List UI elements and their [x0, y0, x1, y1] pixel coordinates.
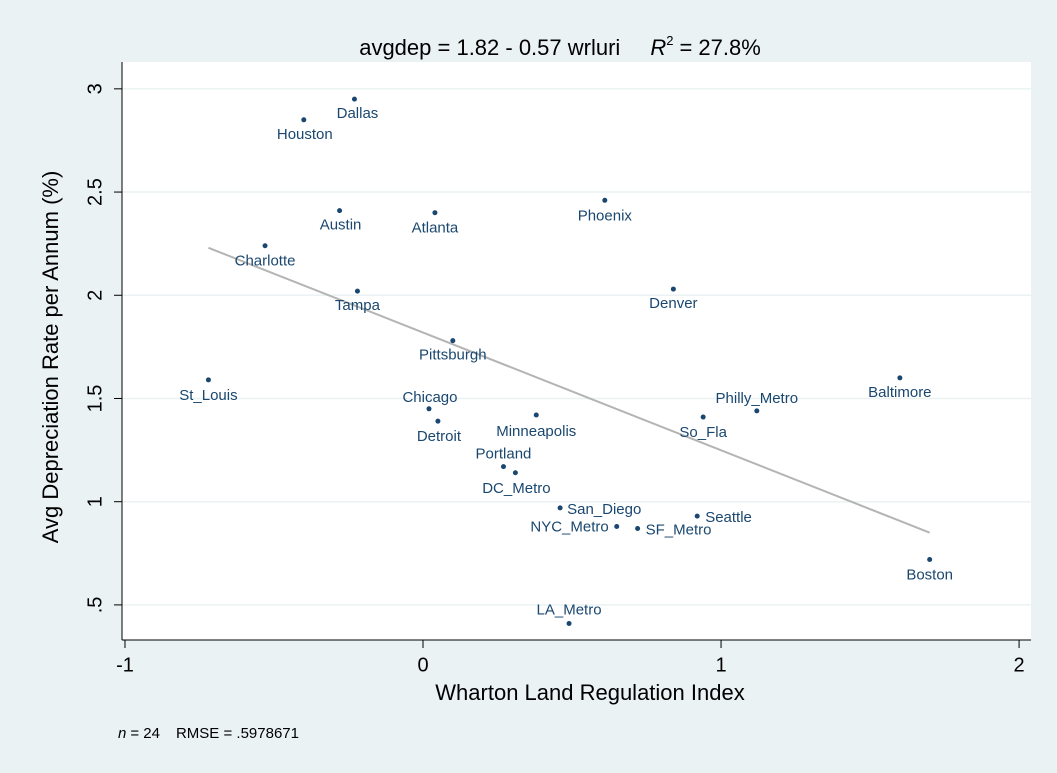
point-label: Phoenix: [578, 207, 633, 224]
footnote: n = 24 RMSE = .5978671: [118, 725, 299, 742]
y-tick-label: 2: [84, 290, 106, 301]
x-tick-label: -1: [116, 654, 134, 676]
point-label: So_Fla: [679, 424, 727, 441]
point-label: NYC_Metro: [530, 518, 608, 535]
point: [694, 513, 700, 519]
point: [426, 406, 432, 412]
point-label: Detroit: [417, 428, 462, 445]
y-tick-label: 2.5: [84, 178, 106, 206]
point-label: LA_Metro: [537, 601, 602, 618]
point: [754, 408, 760, 414]
point: [533, 412, 539, 418]
point: [614, 523, 620, 529]
n-symbol: n: [118, 725, 126, 742]
point-label: San_Diego: [567, 501, 641, 518]
fit-line: [208, 246, 931, 534]
point-label: DC_Metro: [482, 480, 550, 497]
point-label: Philly_Metro: [716, 390, 799, 407]
point-label: Pittsburgh: [419, 347, 487, 364]
point-label: Houston: [277, 126, 333, 143]
point: [205, 377, 211, 383]
point: [354, 288, 360, 294]
point-label: Minneapolis: [496, 423, 576, 440]
y-tick-label: 1: [84, 496, 106, 507]
point: [301, 117, 307, 123]
point: [351, 96, 357, 102]
point: [670, 286, 676, 292]
point: [512, 470, 518, 476]
point-label: Baltimore: [868, 384, 931, 401]
x-tick-label: 1: [715, 654, 726, 676]
point-label: Charlotte: [235, 253, 296, 270]
point: [337, 208, 343, 214]
point: [500, 464, 506, 470]
point: [897, 375, 903, 381]
point-label: Boston: [906, 566, 953, 583]
point: [432, 210, 438, 216]
y-tick-label: .5: [84, 597, 106, 614]
point-label: Atlanta: [412, 220, 459, 237]
point: [700, 414, 706, 420]
point: [602, 197, 608, 203]
y-axis-title: Avg Depreciation Rate per Annum (%): [38, 171, 63, 544]
y-tick-label: 3: [84, 83, 106, 94]
point: [927, 556, 933, 562]
n-value: = 24: [130, 725, 160, 742]
point-label: Austin: [320, 217, 362, 234]
point-label: Denver: [649, 295, 697, 312]
r2-value: = 27.8%: [679, 35, 760, 60]
r2-superscript: 2: [666, 33, 673, 48]
x-axis-title: Wharton Land Regulation Index: [435, 680, 744, 705]
point-label: St_Louis: [179, 387, 237, 404]
title-equation: avgdep = 1.82 - 0.57 wrluri: [359, 35, 620, 60]
point-label: Tampa: [335, 297, 381, 314]
y-tick-label: 1.5: [84, 385, 106, 413]
point-label: Portland: [476, 446, 532, 463]
point-label: Dallas: [337, 105, 379, 122]
point: [262, 243, 268, 249]
chart-title: avgdep = 1.82 - 0.57 wrluri R2 = 27.8%: [359, 33, 761, 59]
point: [557, 505, 563, 511]
plot-area: [122, 62, 1031, 640]
r2-symbol: R: [650, 35, 666, 60]
point-label: Seattle: [705, 509, 752, 526]
x-tick-label: 2: [1014, 654, 1025, 676]
point: [635, 526, 641, 532]
point: [450, 338, 456, 344]
rmse: RMSE = .5978671: [176, 725, 299, 742]
point-label: SF_Metro: [646, 521, 712, 538]
point: [435, 418, 441, 424]
point: [566, 620, 572, 626]
x-tick-label: 0: [417, 654, 428, 676]
point-label: Chicago: [402, 389, 457, 406]
